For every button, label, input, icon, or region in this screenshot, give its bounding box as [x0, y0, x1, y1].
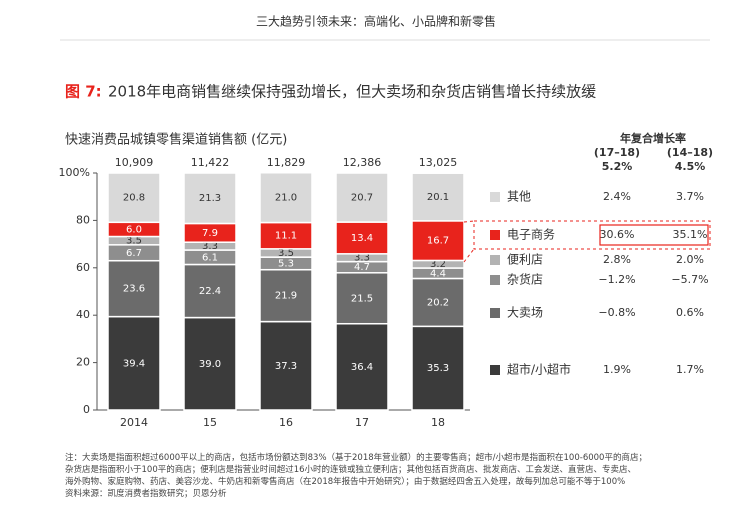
figure-label: 图 7:	[65, 83, 102, 101]
growth-rate: 1.7%	[676, 363, 704, 376]
bar-segment	[335, 272, 389, 325]
growth-period: (17–18)	[594, 146, 640, 159]
growth-rate: 2.4%	[603, 190, 631, 203]
x-tick-label: 15	[203, 416, 217, 429]
value-label: 20.7	[351, 193, 373, 204]
chart-subtitle: 快速消费品城镇零售渠道销售额 (亿元)	[65, 132, 287, 148]
legend-swatch	[490, 308, 500, 318]
bar-segment	[335, 322, 389, 411]
growth-rate: 2.8%	[603, 253, 631, 266]
bar-segment	[107, 172, 161, 224]
connector	[463, 248, 475, 263]
value-label: 4.7	[354, 262, 370, 273]
legend-label: 大卖场	[507, 306, 543, 320]
growth-rate: 35.1%	[673, 228, 708, 241]
growth-rate: −0.8%	[598, 306, 635, 319]
y-tick-label: 100%	[59, 166, 90, 179]
value-label: 21.9	[275, 291, 297, 302]
bar-segment	[335, 172, 389, 223]
value-label: 23.6	[123, 284, 145, 295]
growth-rate: 3.7%	[676, 190, 704, 203]
legend-swatch	[490, 192, 500, 202]
y-tick-label: 0	[83, 403, 90, 416]
value-label: 35.3	[427, 363, 449, 374]
value-label: 39.0	[199, 359, 221, 370]
value-label: 6.7	[126, 248, 142, 259]
total-label: 11,422	[191, 156, 230, 169]
growth-title: 年复合增长率	[620, 131, 686, 145]
value-label: 3.3	[202, 241, 218, 252]
y-tick-label: 60	[76, 261, 90, 274]
page-header: 三大趋势引领未来：高端化、小品牌和新零售	[256, 14, 496, 29]
value-label: 4.4	[430, 268, 446, 279]
bar-segment	[259, 221, 313, 250]
growth-total: 4.5%	[675, 160, 706, 173]
bar-segment	[411, 172, 465, 222]
value-label: 6.1	[202, 252, 218, 263]
bar-segment	[259, 172, 313, 224]
total-label: 11,829	[267, 156, 306, 169]
value-label: 7.9	[202, 228, 218, 239]
y-tick-label: 40	[76, 308, 90, 321]
value-label: 6.0	[126, 224, 142, 235]
legend-swatch	[490, 255, 500, 265]
x-tick-label: 16	[279, 416, 293, 429]
total-label: 12,386	[343, 156, 382, 169]
value-label: 21.5	[351, 293, 373, 304]
bar-segment	[411, 277, 465, 328]
legend-label: 便利店	[507, 253, 543, 267]
value-label: 11.1	[275, 231, 297, 242]
legend-swatch	[490, 365, 500, 375]
growth-rate: −5.7%	[671, 273, 708, 286]
legend-label: 其他	[507, 190, 531, 204]
legend-label: 超市/小超市	[507, 362, 571, 377]
value-label: 20.2	[427, 297, 449, 308]
bar-segment	[259, 268, 313, 323]
growth-total: 5.2%	[602, 160, 633, 173]
footnote: 海外购物、家庭购物、药店、美容沙龙、牛奶店和新零售商店（在2018年报告中开始研…	[65, 476, 625, 487]
chart-title: 2018年电商销售继续保持强劲增长，但大卖场和杂货店销售增长持续放缓	[108, 83, 596, 101]
value-label: 16.7	[427, 236, 449, 247]
x-tick-label: 18	[431, 416, 445, 429]
y-tick-label: 20	[76, 356, 90, 369]
total-label: 13,025	[419, 156, 458, 169]
value-label: 20.1	[427, 192, 449, 203]
legend-label: 杂货店	[507, 272, 543, 287]
x-tick-label: 17	[355, 416, 369, 429]
bar-segment	[411, 220, 465, 262]
growth-rate: 0.6%	[676, 306, 704, 319]
value-label: 37.3	[275, 361, 297, 372]
total-label: 10,909	[115, 156, 154, 169]
growth-rate: 2.0%	[676, 253, 704, 266]
value-label: 22.4	[199, 286, 221, 297]
connector	[463, 220, 475, 223]
legend-swatch	[490, 275, 500, 285]
growth-period: (14–18)	[667, 146, 713, 159]
bar-segment	[183, 172, 237, 225]
x-tick-label: 2014	[120, 416, 148, 429]
footnote: 资料来源：凯度消费者指数研究；贝恩分析	[65, 488, 227, 499]
value-label: 5.3	[278, 258, 294, 269]
value-label: 36.4	[351, 362, 373, 373]
value-label: 21.3	[199, 193, 221, 204]
growth-rate: 30.6%	[600, 228, 635, 241]
legend-label: 电子商务	[507, 227, 555, 242]
value-label: 3.5	[278, 248, 294, 259]
highlight-cell	[599, 224, 709, 246]
value-label: 39.4	[123, 358, 145, 369]
growth-rate: −1.2%	[598, 273, 635, 286]
y-tick-label: 80	[76, 213, 90, 226]
growth-rate: 1.9%	[603, 363, 631, 376]
legend-swatch	[490, 230, 500, 240]
value-label: 21.0	[275, 193, 297, 204]
bar-segment	[107, 315, 161, 411]
value-label: 3.3	[354, 253, 370, 264]
value-label: 3.2	[430, 259, 446, 270]
footnote: 杂货店是指面积小于100平的商店；便利店是指营业时间超过16小时的连锁或独立便利…	[65, 464, 636, 475]
value-label: 13.4	[351, 233, 373, 244]
value-label: 20.8	[123, 193, 145, 204]
value-label: 3.5	[126, 236, 142, 247]
footnote: 注：大卖场是指面积超过6000平以上的商店，包括市场份额达到83%（基于2018…	[65, 452, 647, 463]
